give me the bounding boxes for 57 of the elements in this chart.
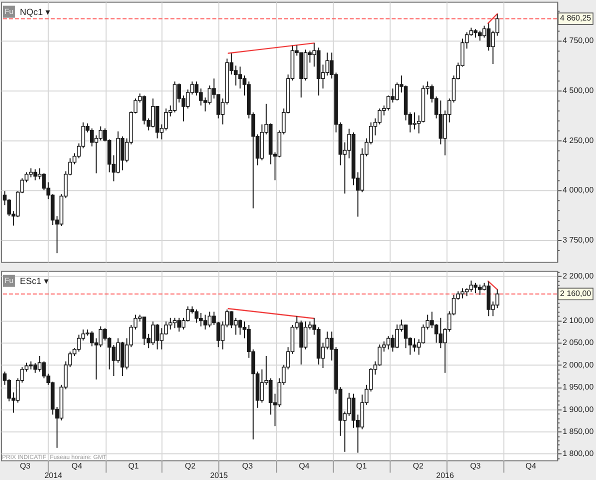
y-tick-label: 4 000,00	[562, 186, 594, 195]
x-tick-label: Q1	[128, 462, 140, 471]
x-tick-label: Q3	[470, 462, 482, 471]
candlestick	[234, 65, 238, 86]
candlestick	[386, 336, 390, 350]
y-tick-label: 1 950,00	[562, 382, 594, 392]
x-tick-label: Q3	[20, 462, 32, 471]
candlestick	[33, 362, 38, 374]
candlestick	[76, 334, 81, 352]
candlestick	[421, 324, 426, 344]
y-tick-label: 4 500,00	[562, 86, 594, 95]
candlestick	[495, 289, 500, 309]
candlestick	[155, 324, 160, 350]
candlestick	[172, 317, 177, 329]
y-tick-label: 4 750,00	[562, 36, 594, 46]
x-tick-label: Q4	[526, 462, 537, 471]
ref-line-label: 2 160,00	[560, 288, 592, 298]
candlestick	[438, 317, 443, 349]
text: NQc1 ▾	[20, 6, 50, 17]
ref-line-label: 4 860,25	[560, 14, 592, 23]
x2-tick-label: 2015	[210, 471, 228, 480]
candlestick	[434, 324, 438, 344]
y-tick-label: 4 250,00	[562, 136, 594, 145]
x-tick-label: Q3	[242, 462, 254, 471]
candlestick	[325, 52, 330, 76]
y-tick-label: 2 000,00	[562, 360, 594, 370]
candlestick	[469, 280, 474, 292]
candlestick	[486, 281, 491, 317]
candlestick	[404, 324, 408, 349]
y-tick-label: 1 800,00	[562, 449, 594, 458]
candlestick	[142, 94, 146, 125]
candlestick	[203, 314, 208, 330]
candlestick	[268, 378, 273, 416]
y-tick-label: 1 900,00	[562, 404, 594, 414]
candlestick	[238, 319, 242, 336]
candlestick	[33, 168, 38, 181]
y-tick-label: 2 050,00	[562, 338, 594, 348]
y-tick-label: 3 750,00	[562, 235, 594, 244]
candlestick	[208, 311, 212, 328]
candlestick	[142, 316, 146, 346]
x-tick-label: Q4	[298, 462, 310, 471]
x2-tick-label: 2016	[436, 471, 454, 480]
y-tick-label: 2 100,00	[562, 316, 594, 326]
candlestick	[38, 356, 42, 372]
x-tick-label: Q4	[72, 462, 83, 471]
candlestick	[160, 328, 164, 350]
x2-tick-label: 2014	[44, 471, 63, 480]
candlestick	[486, 22, 491, 52]
candlestick	[177, 317, 182, 332]
x-tick-label: Q1	[356, 462, 368, 471]
x-tick-label: Q2	[412, 462, 424, 471]
y-tick-label: 1 850,00	[562, 426, 594, 436]
candlestick	[438, 100, 443, 145]
candlestick	[238, 66, 242, 90]
text: ESc1 ▾	[20, 276, 49, 286]
y-tick-label: 2 200,00	[562, 272, 594, 281]
x-tick-label: Q2	[184, 462, 196, 471]
